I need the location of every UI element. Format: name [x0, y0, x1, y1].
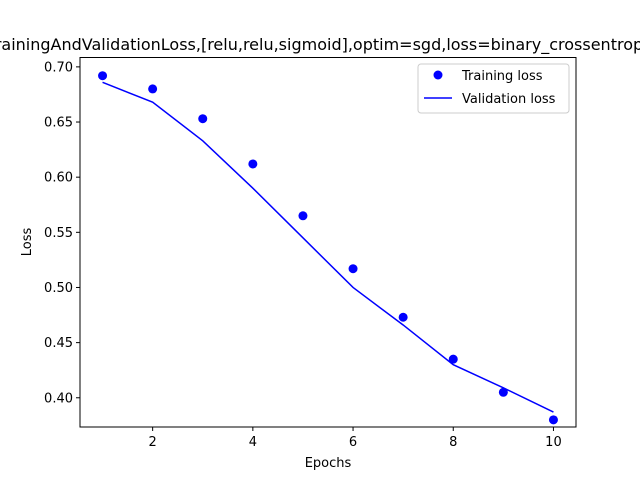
validation-loss-line [102, 81, 554, 413]
training-loss-point-1 [98, 71, 108, 81]
y-tick-label-5: 0.65 [44, 116, 73, 131]
legend-label-training-loss: Training loss [461, 69, 543, 84]
chart-title: TrainingAndValidationLoss,[relu,relu,sig… [0, 35, 640, 55]
x-tick-label-2: 2 [149, 435, 157, 450]
legend-frame [417, 63, 570, 114]
x-tick-label-4: 4 [249, 435, 257, 450]
plot-frame [79, 57, 577, 428]
x-tick-label-6: 6 [349, 435, 357, 450]
y-tick-label-1: 0.45 [44, 336, 73, 351]
y-axis: 0.40 0.45 0.50 0.55 0.60 0.65 0.70 [44, 60, 80, 406]
y-tick-label-4: 0.60 [44, 171, 73, 186]
training-loss-point-10 [548, 415, 558, 425]
x-axis: 2 4 6 8 10 [149, 427, 562, 450]
training-loss-point-3 [198, 114, 208, 124]
y-tick-label-2: 0.50 [44, 281, 73, 296]
x-tick-label-8: 8 [449, 435, 457, 450]
training-loss-point-7 [398, 312, 408, 322]
training-loss-point-5 [298, 211, 308, 221]
training-loss-point-4 [248, 159, 258, 169]
legend-marker-training-loss [433, 70, 443, 80]
legend: Training loss Validation loss [417, 63, 570, 114]
x-axis-label: Epochs [305, 456, 352, 471]
series-layer [98, 71, 558, 425]
legend-label-validation-loss: Validation loss [462, 92, 556, 107]
training-loss-point-9 [498, 387, 508, 397]
y-axis-label: Loss [20, 228, 35, 257]
training-loss-point-6 [348, 264, 358, 274]
y-tick-label-3: 0.55 [44, 226, 73, 241]
training-loss-point-8 [448, 354, 458, 364]
x-tick-label-10: 10 [545, 435, 562, 450]
training-loss-point-2 [148, 84, 158, 94]
y-tick-label-6: 0.70 [44, 60, 73, 75]
y-tick-label-0: 0.40 [44, 391, 73, 406]
